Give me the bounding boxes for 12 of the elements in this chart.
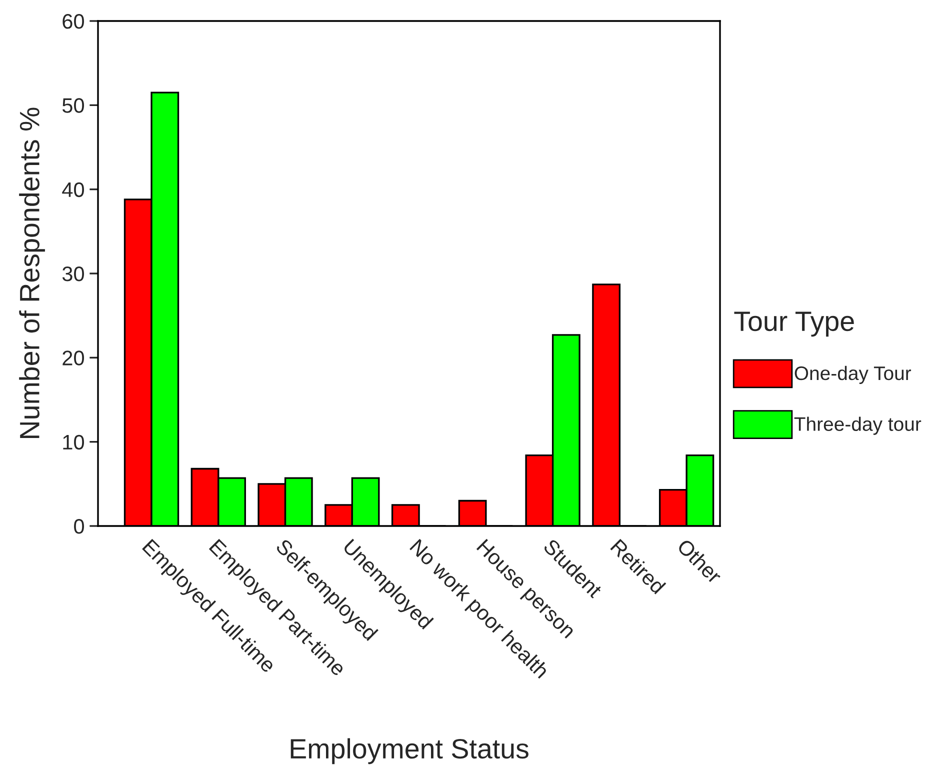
y-axis-title: Number of Respondents %	[19, 108, 45, 438]
x-axis-title: Employment Status	[290, 738, 528, 764]
y-tick-label: 60	[62, 14, 84, 29]
y-tick-label: 30	[62, 266, 84, 282]
legend-label: One-day Tour	[794, 366, 912, 384]
y-tick-label: 10	[63, 434, 84, 450]
y-tick-label: 50	[62, 98, 84, 113]
legend-title: Tour Type	[734, 312, 854, 337]
y-tick-label: 40	[62, 182, 84, 198]
legend-label: Three-day tour	[794, 416, 922, 435]
y-tick-label: 20	[62, 350, 84, 366]
y-tick-label: 0	[74, 519, 84, 534]
